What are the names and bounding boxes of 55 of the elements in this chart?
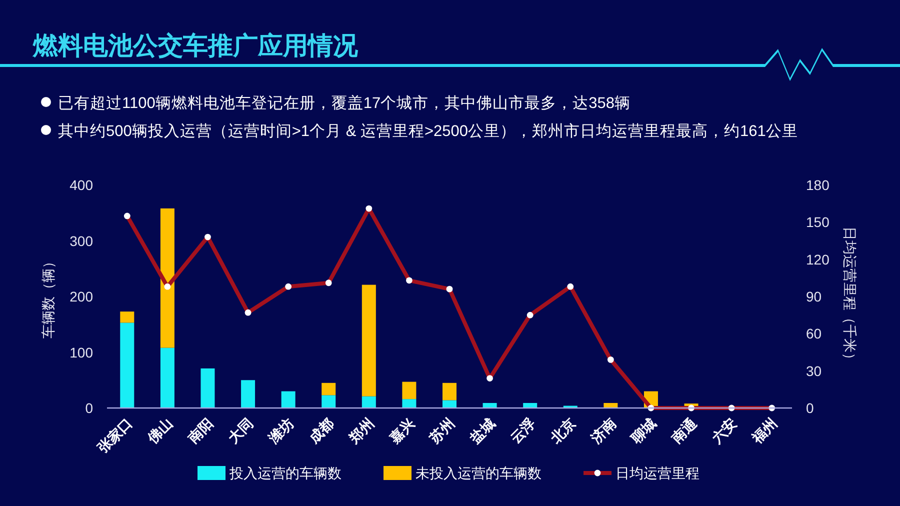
bar xyxy=(322,382,336,396)
bar xyxy=(160,208,174,348)
legend-label: 未投入运营的车辆数 xyxy=(416,465,542,481)
x-tick-label: 大同 xyxy=(225,414,256,446)
bar xyxy=(442,400,456,408)
y-tick-label: 400 xyxy=(70,177,94,193)
y2-tick-label: 90 xyxy=(806,288,822,304)
bar xyxy=(523,402,538,408)
x-tick-label: 济南 xyxy=(586,414,619,447)
x-tick-label: 云浮 xyxy=(507,414,538,446)
bar xyxy=(442,382,456,400)
x-tick-label: 北京 xyxy=(546,414,579,447)
bar xyxy=(604,402,618,408)
title: 燃料电池公交车推广应用情况 xyxy=(33,32,358,60)
bar xyxy=(362,284,376,396)
text: 其中约500辆投入运营（运营时间>1个月 & 运营里程>2500公里），郑州市日均运营里程最高，约161公里 xyxy=(58,122,798,140)
x-tick-label: 成都 xyxy=(304,414,337,447)
x-tick-label: 潍坊 xyxy=(264,414,296,447)
legend-label: 日均运营里程 xyxy=(616,465,700,481)
y2-tick-label: 30 xyxy=(806,362,822,379)
bar xyxy=(160,348,174,408)
y-axis-title: 车辆数（辆） xyxy=(40,254,56,338)
bar xyxy=(120,312,134,323)
y2-tick-label: 0 xyxy=(806,400,814,416)
bar xyxy=(241,380,256,408)
x-tick-label: 苏州 xyxy=(426,414,458,447)
x-tick-label: 南通 xyxy=(668,414,700,447)
x-tick-label: 郑州 xyxy=(345,414,378,447)
bar xyxy=(402,382,416,400)
y2-tick-label: 120 xyxy=(806,251,830,268)
x-tick-label: 南阳 xyxy=(184,414,216,447)
bar xyxy=(281,391,296,408)
y-tick-label: 200 xyxy=(70,288,94,304)
x-tick-label: 张家口 xyxy=(94,414,136,456)
x-tick-label: 聊城 xyxy=(627,414,660,447)
bar xyxy=(322,395,336,408)
x-tick-label: 佛山 xyxy=(144,414,176,447)
x-tick-label: 福州 xyxy=(748,414,780,447)
x-tick-label: 嘉兴 xyxy=(386,414,418,446)
y-tick-label: 0 xyxy=(85,400,94,416)
x-tick-label: 盐城 xyxy=(466,414,498,447)
y2-tick-label: 180 xyxy=(806,177,830,193)
y2-tick-label: 60 xyxy=(806,326,822,342)
legend-label: 投入运营的车辆数 xyxy=(228,465,342,481)
y2-axis-title: 日均运营里程（千米） xyxy=(842,226,858,366)
text: 已有超过1100辆燃料电池车登记在册，覆盖17个城市，其中佛山市最多，达358辆 xyxy=(58,94,630,112)
x-tick-label: 六安 xyxy=(708,414,740,447)
y2-tick-label: 150 xyxy=(806,214,830,230)
bar xyxy=(362,396,376,408)
bar xyxy=(482,402,497,408)
y-tick-label: 100 xyxy=(70,344,94,360)
bar xyxy=(200,368,215,408)
bar xyxy=(402,399,416,408)
y-tick-label: 300 xyxy=(70,232,94,249)
bar xyxy=(120,322,134,408)
